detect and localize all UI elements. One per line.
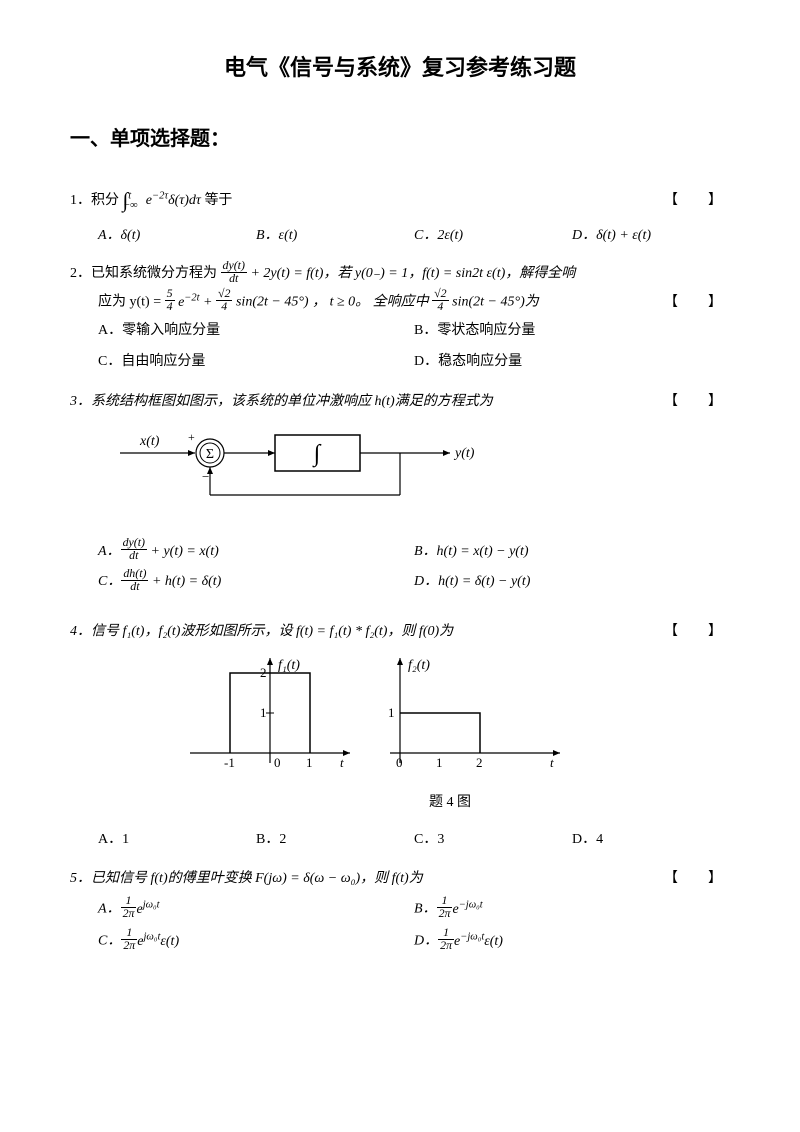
q5d-d: 2π	[438, 940, 454, 952]
q2-bracket: 【 】	[664, 289, 730, 316]
q3c-post: + h(t) = δ(t)	[148, 574, 221, 589]
q5c-post: ejω₀tε(t)	[137, 934, 179, 949]
q5a-post: ejω₀t	[136, 902, 159, 917]
q1-bracket: 【 】	[664, 187, 730, 214]
q2-c3d: 4	[432, 301, 448, 313]
q2-opt-b: B．零状态响应分量	[414, 316, 730, 347]
q2-c2d: 4	[216, 301, 232, 313]
q2-opt-d: D．稳态响应分量	[414, 347, 730, 378]
q2-opt-c: C．自由响应分量	[98, 347, 414, 378]
q1-int-lo: −∞	[123, 200, 138, 211]
question-1: 1．积分 ∫t−∞e−2τδ(τ)dτ 等于 【 】 A．δ(t) B．ε(t)…	[70, 181, 730, 251]
q2-l2-post: sin(2t − 45°)为	[452, 295, 539, 310]
q4p1-label: f₁(t)	[278, 658, 300, 673]
q3c-pre: C．	[98, 574, 121, 589]
q3-sum: Σ	[206, 447, 214, 462]
q3-int-icon: ∫	[312, 441, 322, 468]
q4p1-x1: 1	[306, 755, 313, 770]
q5b-pre: B．	[414, 902, 437, 917]
q1-opt-b: B．ε(t)	[256, 221, 414, 252]
q4p1-y2: 2	[260, 665, 267, 680]
q5c-pre: C．	[98, 934, 121, 949]
q1-opt-a: A．δ(t)	[98, 221, 256, 252]
q4p2-y1: 1	[388, 705, 395, 720]
q2-l2-m1: e−2t +	[178, 295, 216, 310]
q3-xlabel: x(t)	[139, 434, 160, 449]
q3c-d: dt	[121, 581, 148, 593]
question-2: 2．已知系统微分方程为 dy(t)dt + 2y(t) = f(t)，若 y(0…	[70, 261, 730, 377]
q4p2-x1: 1	[436, 755, 443, 770]
q1-stem-pre: 1．积分	[70, 193, 123, 208]
q5d-pre: D．	[414, 934, 438, 949]
q2-eq1-den: dt	[221, 273, 247, 285]
q1-opt-d: D．δ(t) + ε(t)	[572, 221, 730, 252]
question-3: 3．系统结构框图如图示，该系统的单位冲激响应 h(t)满足的方程式为 【 】 x…	[70, 388, 730, 598]
q1-integrand: e−2τδ(τ)dτ	[146, 193, 201, 208]
q3-opt-b: B．h(t) = x(t) − y(t)	[414, 537, 730, 568]
q4p1-y1: 1	[260, 705, 267, 720]
q2-c1d: 4	[165, 301, 175, 313]
q3a-d: dt	[121, 550, 147, 562]
q3-diagram: x(t) + Σ − ∫ y(t)	[110, 423, 730, 529]
q5b-post: e−jω₀t	[452, 902, 482, 917]
q5b-d: 2π	[437, 908, 453, 920]
q2-l1-mid: + 2y(t) = f(t)，若 y(0₋) = 1，f(t) = sin2t …	[250, 266, 575, 281]
q3a-pre: A．	[98, 544, 121, 559]
q4-opt-b: B．2	[256, 825, 414, 856]
q3-stem: 3．系统结构框图如图示，该系统的单位冲激响应 h(t)满足的方程式为	[70, 389, 654, 416]
q4-bracket: 【 】	[664, 618, 730, 645]
q4p2-xaxis: t	[550, 755, 554, 770]
q4-opt-a: A．1	[98, 825, 256, 856]
q4-opt-d: D．4	[572, 825, 730, 856]
page-title: 电气《信号与系统》复习参考练习题	[70, 50, 730, 82]
q1-opt-c: C．2ε(t)	[414, 221, 572, 252]
q4-caption: 题 4 图	[170, 790, 730, 817]
q4-stem: 4．信号 f₁(t)，f₂(t)波形如图所示，设 f(t) = f₁(t) * …	[70, 619, 654, 646]
q3-plus: +	[188, 430, 195, 444]
q5d-post: e−jω₀tε(t)	[454, 934, 503, 949]
q4p2-x0: 0	[396, 755, 403, 770]
q4-opt-c: C．3	[414, 825, 572, 856]
q4p1-xaxis: t	[340, 755, 344, 770]
q4-diagram: 2 1 -1 0 1 t f₁(t) 1 0	[170, 653, 730, 816]
q2-l1-pre: 2．已知系统微分方程为	[70, 266, 221, 281]
q5-bracket: 【 】	[664, 865, 730, 892]
section-heading: 一、单项选择题：	[70, 122, 730, 151]
q1-stem-post: 等于	[204, 193, 232, 208]
q2-l2-m2: sin(2t − 45°) ， t ≥ 0。 全响应中	[236, 295, 429, 310]
q2-opt-a: A．零输入响应分量	[98, 316, 414, 347]
q4p1-xm1: -1	[224, 755, 235, 770]
q4p2-x2: 2	[476, 755, 483, 770]
question-5: 5．已知信号 f(t)的傅里叶变换 F(jω) = δ(ω − ω₀)，则 f(…	[70, 865, 730, 957]
q5-stem: 5．已知信号 f(t)的傅里叶变换 F(jω) = δ(ω − ω₀)，则 f(…	[70, 866, 654, 893]
question-4: 4．信号 f₁(t)，f₂(t)波形如图所示，设 f(t) = f₁(t) * …	[70, 618, 730, 855]
q5a-d: 2π	[121, 908, 137, 920]
q3a-post: + y(t) = x(t)	[147, 544, 219, 559]
q5c-d: 2π	[121, 940, 137, 952]
q4p2-label: f₂(t)	[408, 658, 430, 673]
q3-opt-d: D．h(t) = δ(t) − y(t)	[414, 567, 730, 598]
q4p1-x0: 0	[274, 755, 281, 770]
q2-l2-pre: 应为 y(t) =	[98, 295, 165, 310]
q5a-pre: A．	[98, 902, 121, 917]
q3-bracket: 【 】	[664, 388, 730, 415]
q3-ylabel: y(t)	[453, 446, 475, 461]
